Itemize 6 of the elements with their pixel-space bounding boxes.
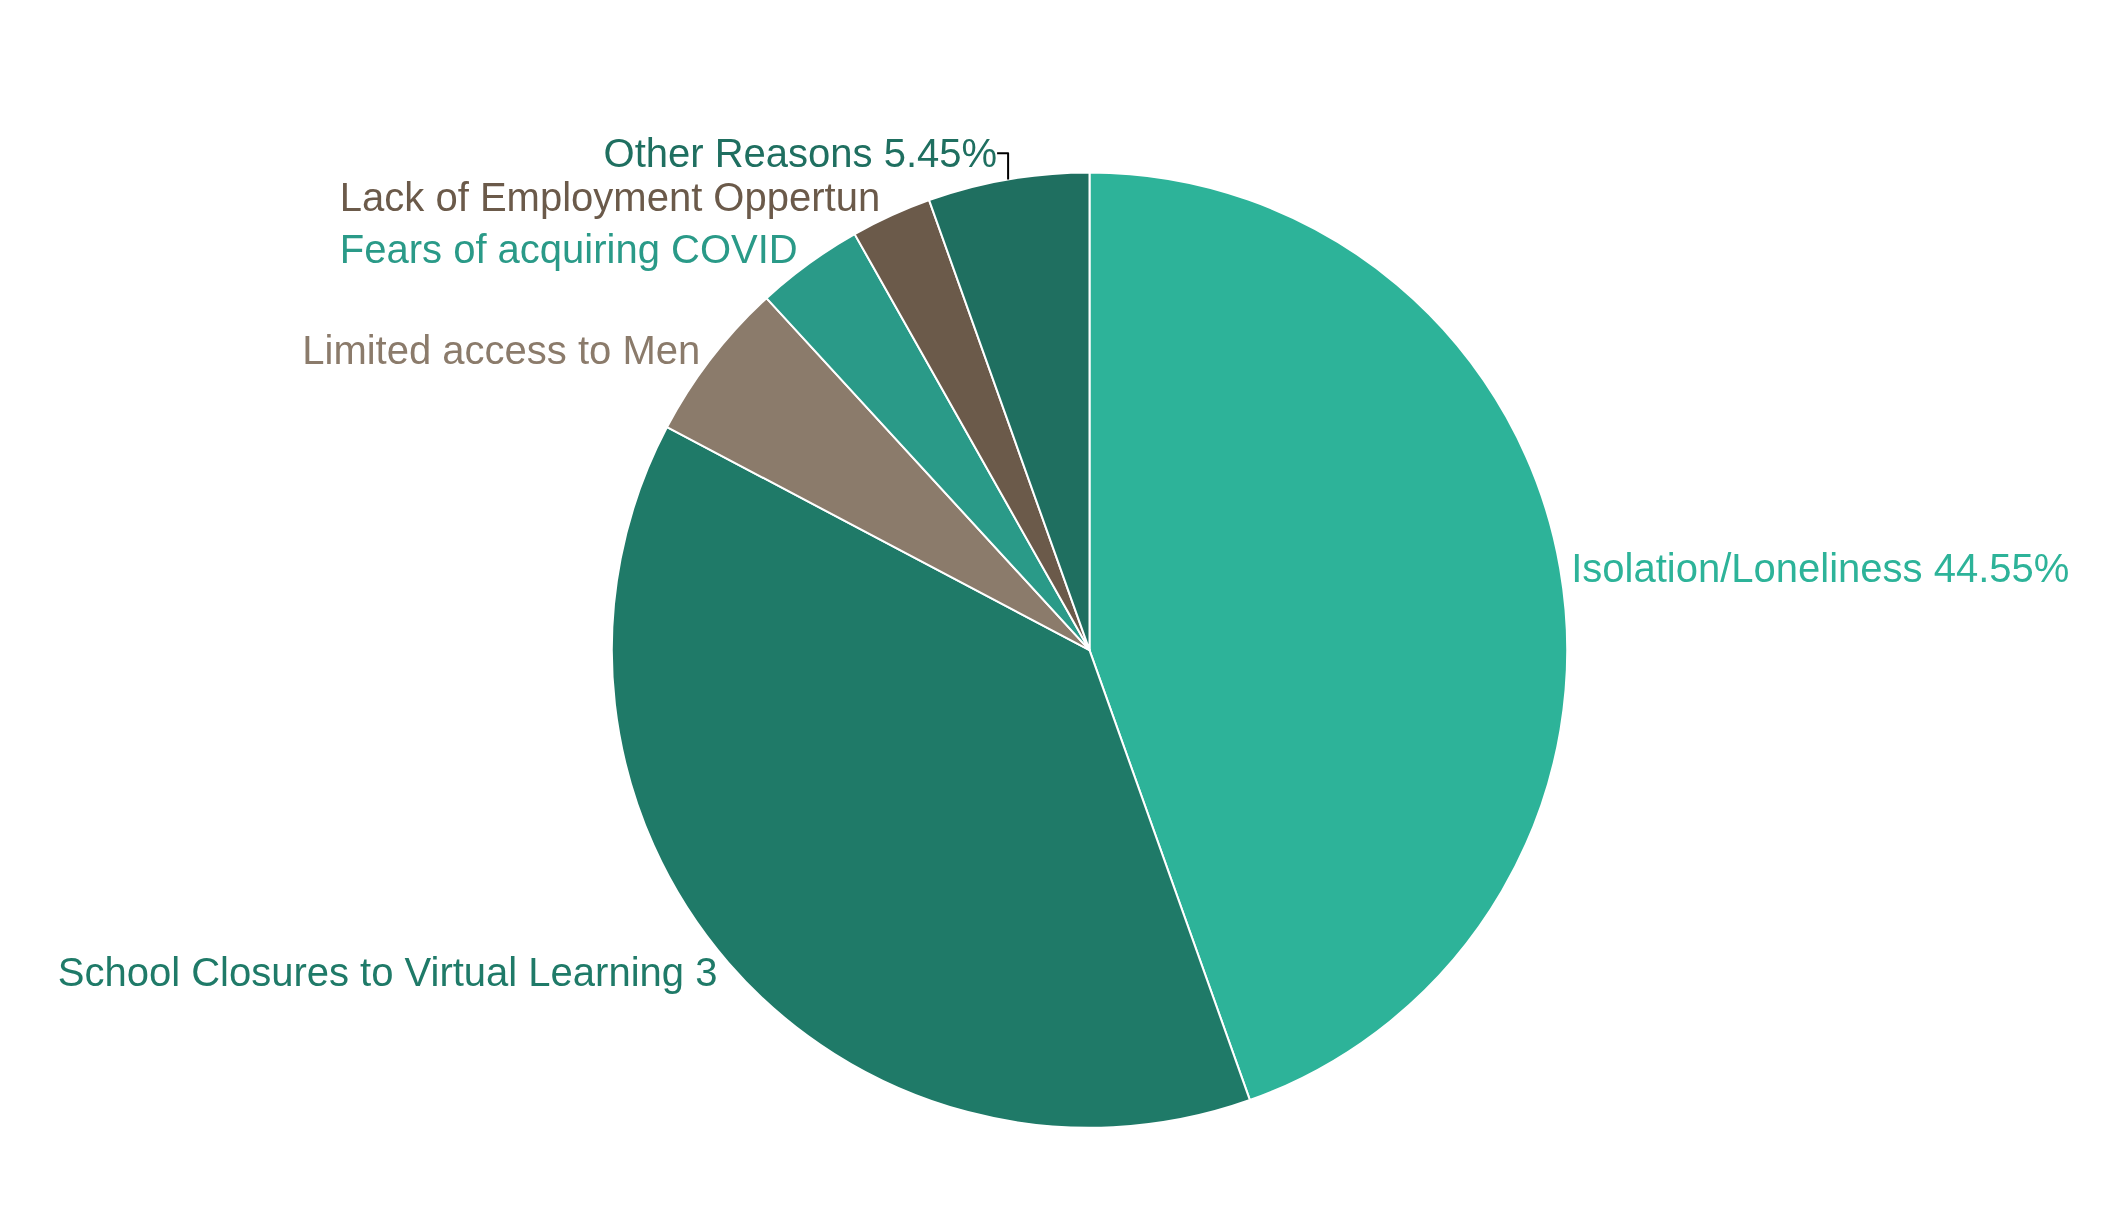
slice-label: Other Reasons 5.45% xyxy=(603,131,998,176)
slice-label: Limited access to Men xyxy=(302,328,701,373)
slice-label: Fears of acquiring COVID xyxy=(339,227,798,272)
slice-label: School Closures to Virtual Learning 3 xyxy=(57,950,718,995)
slice-label: Lack of Employment Oppertun xyxy=(339,175,881,220)
slice-label: Isolation/Loneliness 44.55% xyxy=(1571,546,2070,591)
